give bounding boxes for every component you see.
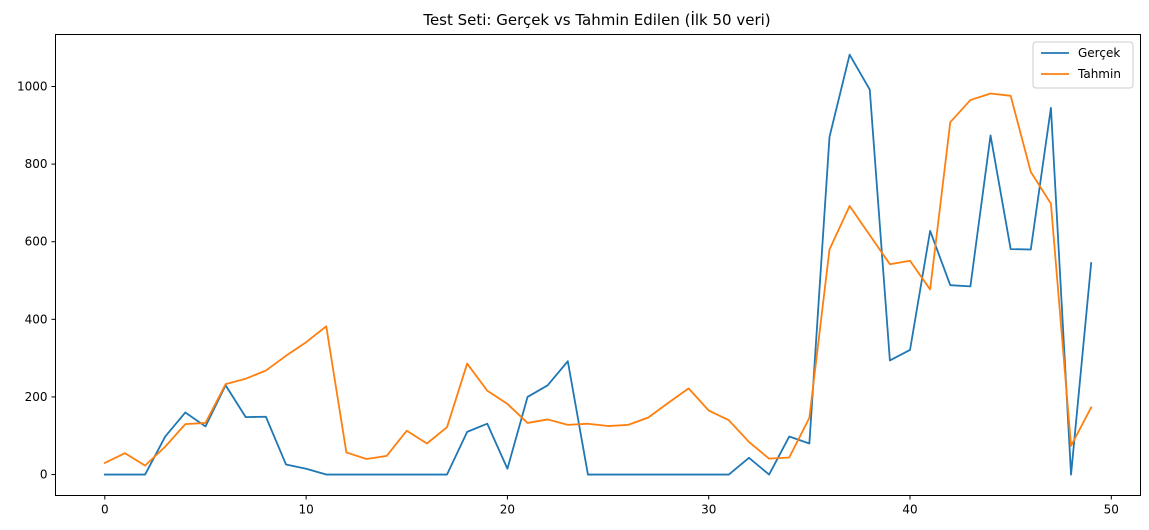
legend: Gerçek Tahmin [1032,41,1134,89]
x-tick-label: 0 [101,503,109,517]
x-tick-label: 40 [902,503,917,517]
plot-area: 0 10 20 30 40 50 0 200 400 600 800 1000 [17,53,1119,517]
y-tick-label: 200 [25,390,48,404]
legend-label-gercek: Gerçek [1078,46,1120,60]
y-tick-label: 0 [40,468,48,482]
y-tick-label: 800 [25,157,48,171]
x-tick-label: 30 [701,503,716,517]
x-tick-label: 20 [500,503,515,517]
series-line-tahmin [103,92,1093,467]
y-tick-label: 600 [25,235,48,249]
legend-label-tahmin: Tahmin [1077,67,1121,81]
x-tick-label: 50 [1104,503,1119,517]
x-tick-label: 10 [298,503,313,517]
y-tick-label: 400 [25,312,48,326]
y-tick-label: 1000 [17,79,48,93]
chart-title: Test Seti: Gerçek vs Tahmin Edilen (İlk … [422,10,770,29]
axes-frame [55,34,1141,496]
series-line-gercek [103,53,1093,476]
